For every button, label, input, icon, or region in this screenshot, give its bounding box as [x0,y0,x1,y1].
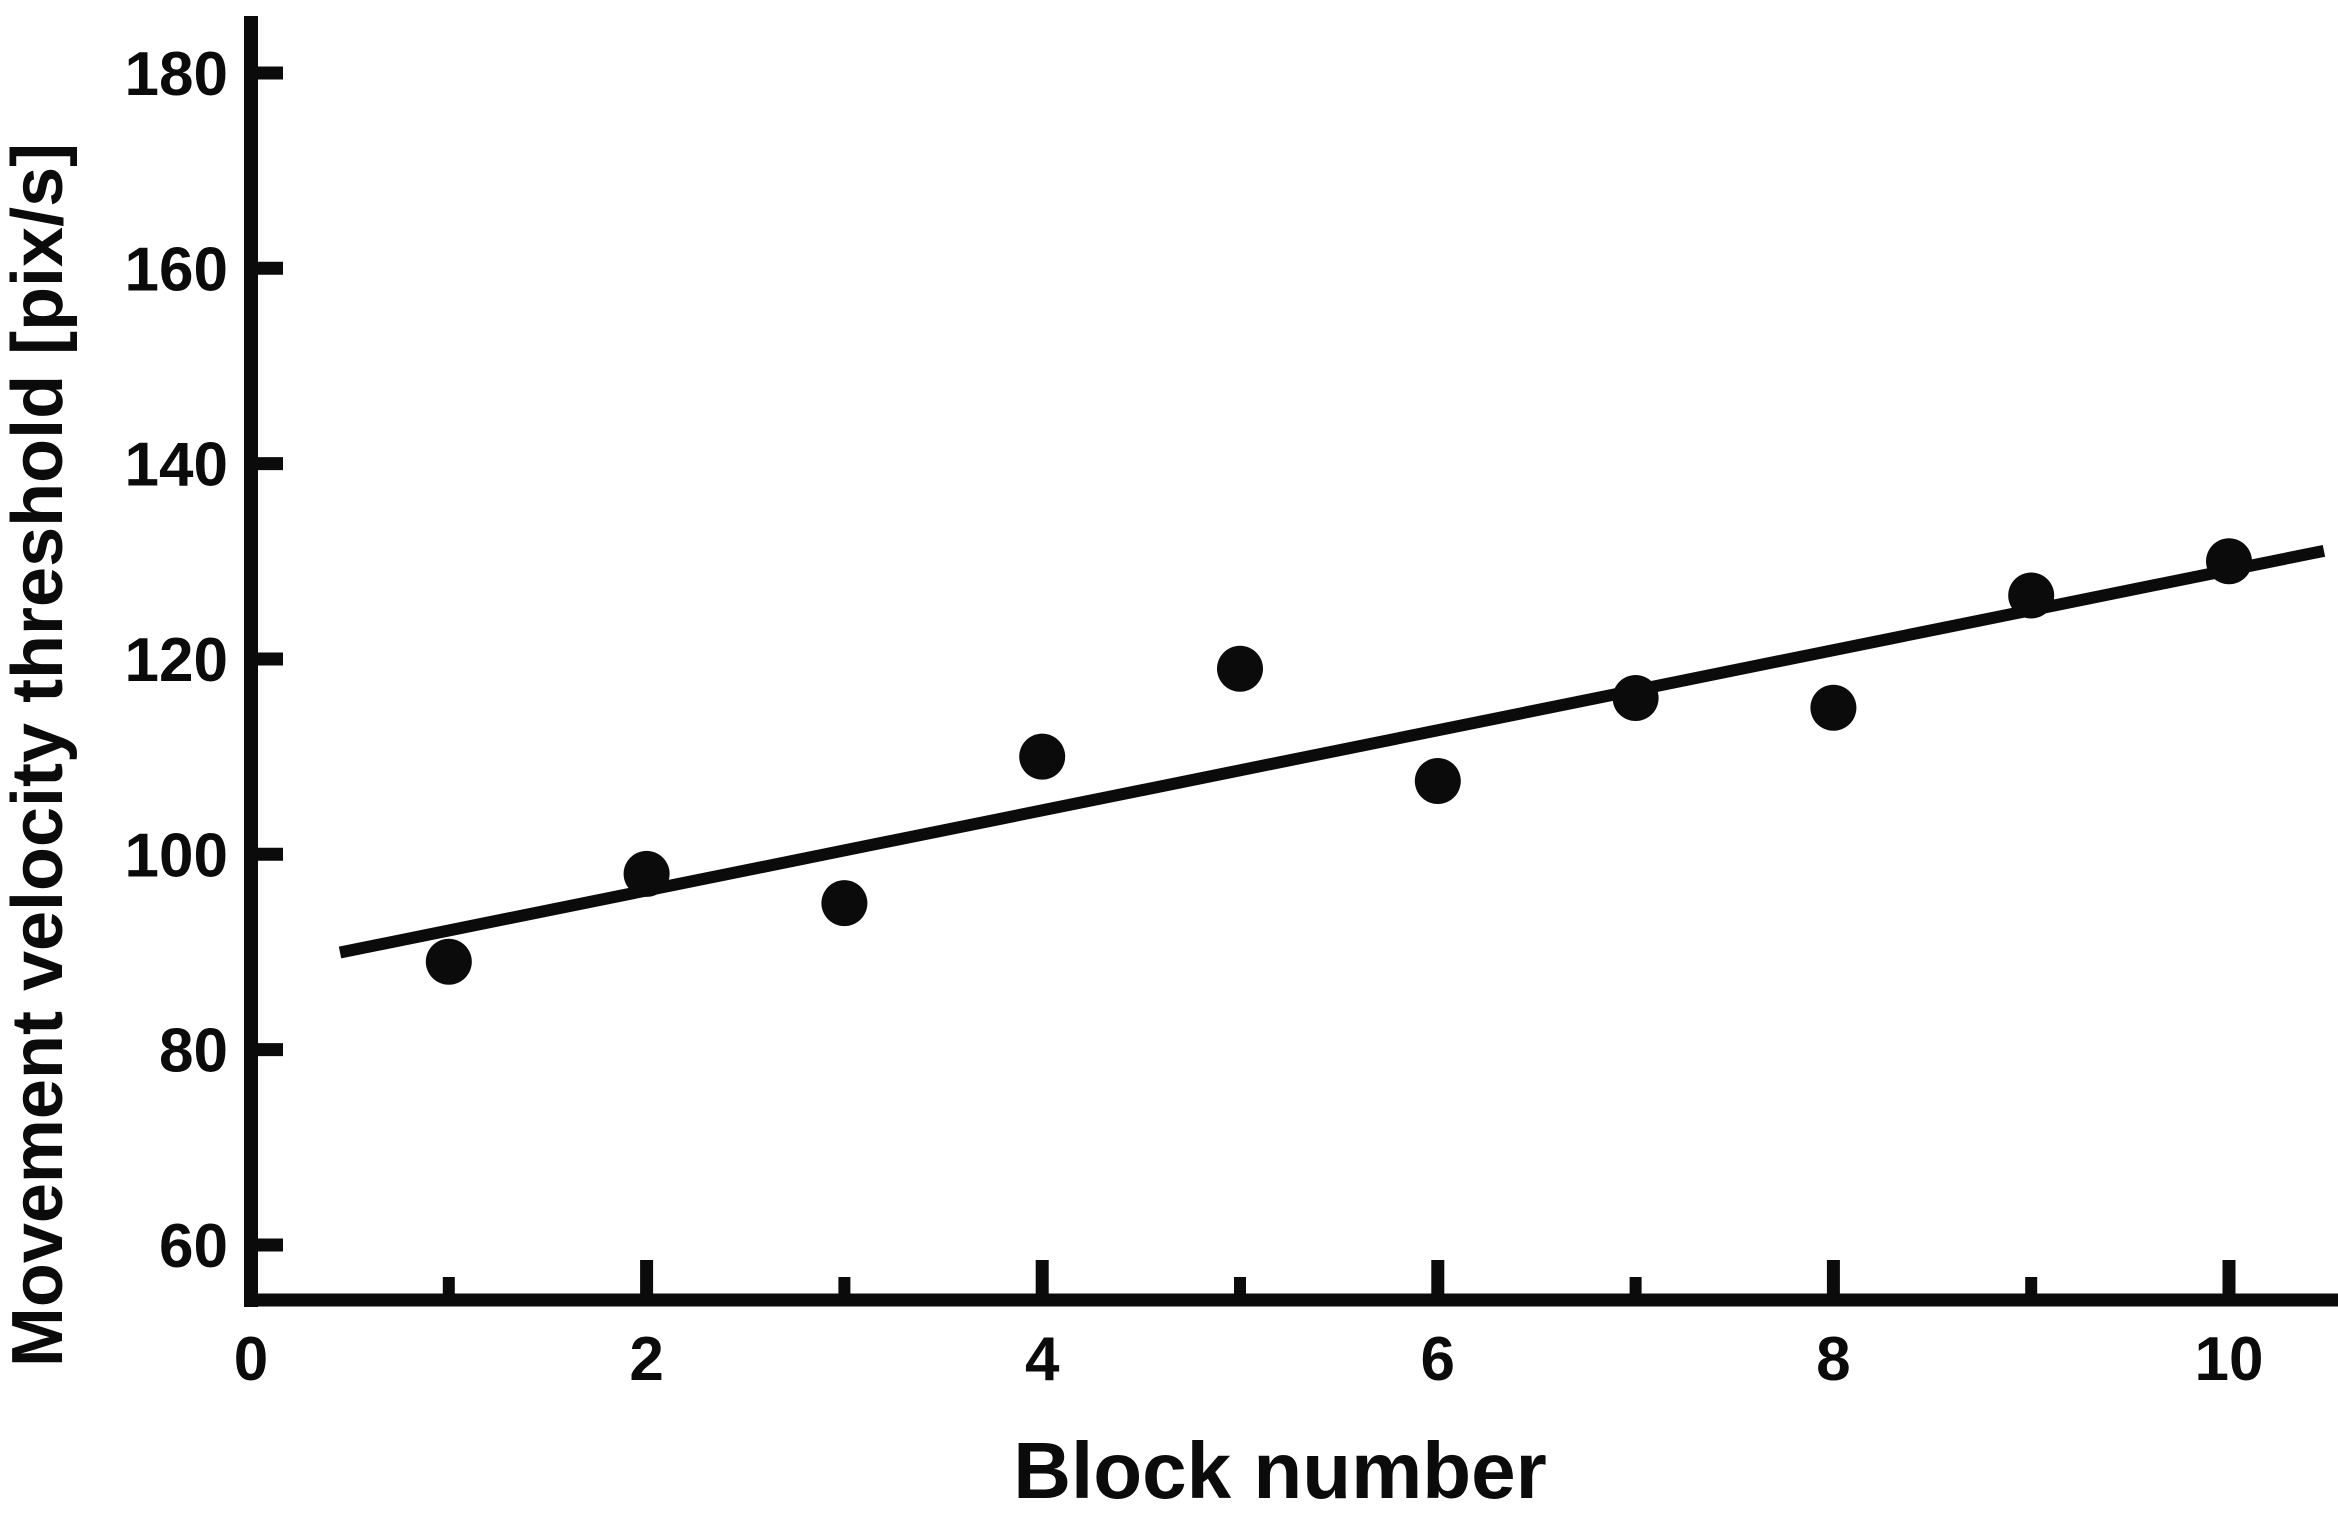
x-tick-label-4: 4 [1025,1325,1060,1394]
data-points-layer [425,538,2252,985]
data-point-block-10 [2206,538,2252,585]
y-tick-label-140: 140 [125,431,228,500]
trendline-layer [338,544,2326,959]
y-tick-label-80: 80 [159,1017,228,1086]
y-tick-label-180: 180 [125,40,228,109]
data-point-block-7 [1612,675,1659,722]
axes-layer [244,16,2338,1307]
y-tick-label-100: 100 [125,821,228,890]
data-point-block-8 [1810,684,1857,731]
x-axis-title: Block number [1013,1426,1546,1515]
data-point-block-6 [1414,758,1461,805]
x-tick-label-8: 8 [1816,1325,1850,1394]
x-tick-label-6: 6 [1421,1325,1455,1394]
data-point-block-9 [2008,572,2055,619]
x-tick-label-0: 0 [234,1325,268,1394]
ticks-layer [244,66,2236,1300]
data-point-block-2 [623,850,670,897]
data-point-block-5 [1217,645,1263,692]
tick-labels-layer: 60 80 100 120 140 160 180 0 2 4 6 8 10 [125,40,2264,1394]
data-point-block-3 [821,880,868,927]
x-tick-label-2: 2 [629,1325,663,1394]
y-tick-label-60: 60 [159,1212,228,1281]
data-point-block-4 [1019,733,1066,780]
y-tick-label-160: 160 [125,235,228,304]
y-axis-title: Movement velocity threshold [pix/s] [0,143,78,1367]
x-tick-label-10: 10 [2195,1325,2264,1394]
data-point-block-1 [425,938,472,985]
trendline [338,544,2326,959]
y-tick-label-120: 120 [125,626,228,695]
